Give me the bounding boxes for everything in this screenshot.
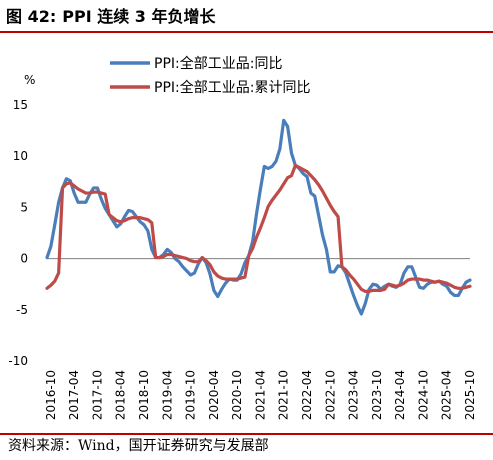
x-tick-label: 2021-04 [253, 370, 267, 420]
x-tick-label: 2019-04 [160, 370, 174, 420]
chart-legend: PPI:全部工业品:同比 PPI:全部工业品:累计同比 [110, 55, 310, 96]
series-line-2 [45, 163, 472, 293]
figure-label: 图 42: [6, 7, 57, 26]
y-tick-label: 5 [20, 200, 28, 214]
series-group [45, 118, 472, 316]
figure-title: 图 42: PPI 连续 3 年负增长 [6, 4, 216, 30]
y-axis-label: % [24, 73, 35, 87]
x-tick-label: 2025-04 [440, 370, 454, 420]
y-tick-label: 0 [20, 252, 28, 266]
x-tick-label: 2022-10 [323, 370, 337, 420]
x-tick-label: 2022-04 [300, 370, 314, 420]
source-note: 资料来源：Wind，国开证券研究与发展部 [8, 438, 269, 454]
x-tick-label: 2020-10 [230, 370, 244, 420]
x-tick-label: 2017-10 [90, 370, 104, 420]
x-tick-label: 2019-10 [184, 370, 198, 420]
x-tick-label: 2017-04 [67, 370, 81, 420]
x-tick-label: 2016-10 [44, 370, 58, 420]
x-tick-label: 2025-10 [463, 370, 477, 420]
legend-label-2: PPI:全部工业品:累计同比 [154, 79, 310, 96]
y-tick-label: 10 [13, 149, 28, 163]
x-tick-label: 2024-10 [416, 370, 430, 420]
y-tick-label: 15 [13, 98, 28, 112]
line-chart: PPI:全部工业品:同比 PPI:全部工业品:累计同比 % 15 10 5 0 -5 -10… [8, 55, 477, 420]
figure-title-text: PPI 连续 3 年负增长 [62, 7, 216, 26]
y-axis: 15 10 5 0 -5 -10 [8, 98, 28, 368]
y-tick-label: -10 [8, 354, 28, 368]
x-tick-label: 2018-10 [137, 370, 151, 420]
x-tick-label: 2018-04 [114, 370, 128, 420]
legend-label-1: PPI:全部工业品:同比 [154, 55, 282, 72]
y-tick-label: -5 [16, 303, 28, 317]
source-rule [0, 433, 493, 435]
x-tick-label: 2023-10 [370, 370, 384, 420]
x-tick-label: 2020-04 [207, 370, 221, 420]
x-tick-label: 2023-04 [347, 370, 361, 420]
x-tick-label: 2024-04 [393, 370, 407, 420]
title-rule [0, 31, 493, 33]
x-axis: 2016-10 2017-04 2017-10 2018-04 2018-10 2019-… [44, 370, 477, 420]
x-tick-label: 2021-10 [277, 370, 291, 420]
